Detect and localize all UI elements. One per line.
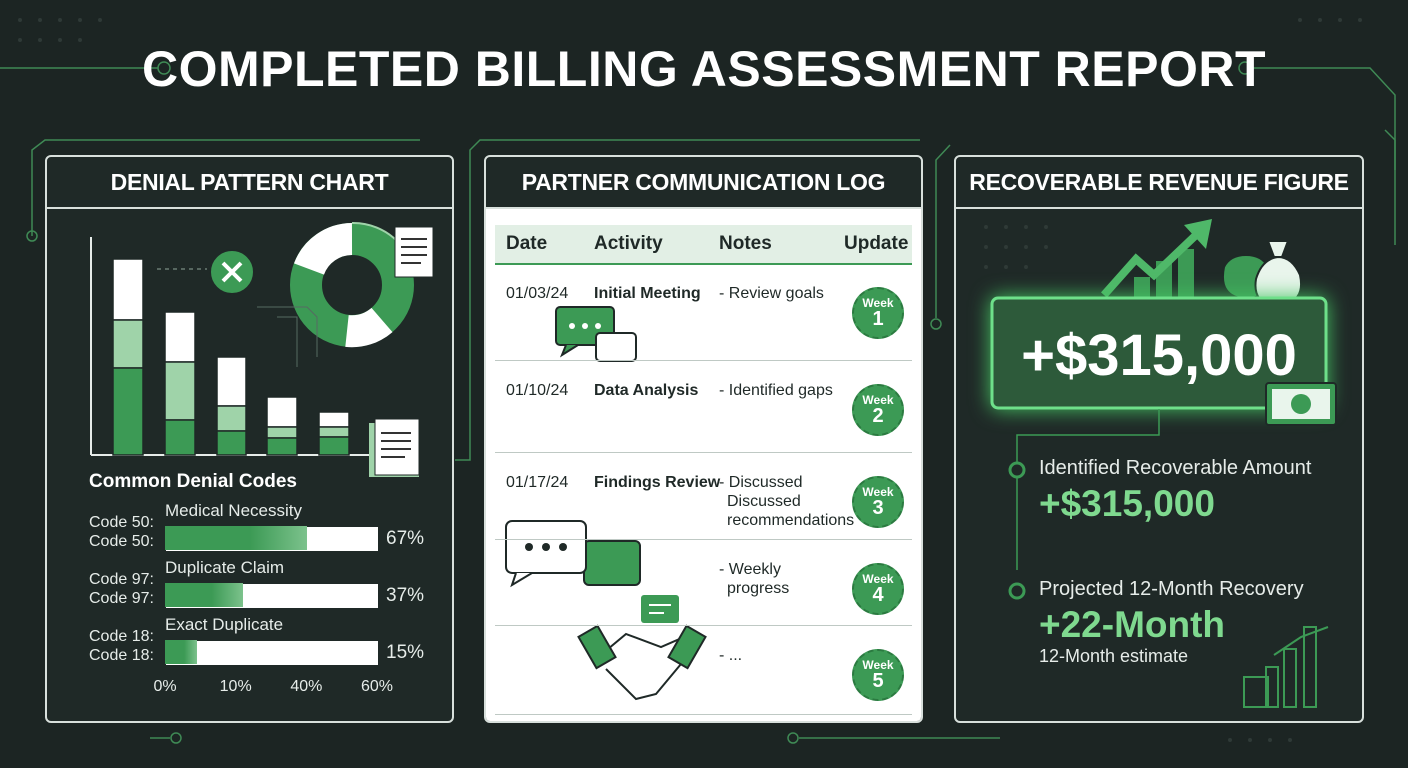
axis-label: 60%: [360, 678, 394, 695]
log-illustrations: [505, 306, 707, 701]
revenue-panel: RECOVERABLE REVENUE FIGURE +$315,000 Ide…: [954, 155, 1364, 723]
badge-label: Week: [862, 658, 894, 672]
row-divider: [495, 625, 912, 626]
bar: [165, 526, 308, 550]
panel-title: DENIAL PATTERN CHART: [47, 157, 452, 209]
badge-label: Week: [862, 393, 894, 407]
revenue-illustrations: [984, 219, 1337, 708]
item-value: +22-Month: [1039, 604, 1226, 645]
week-badge: Week 1: [852, 287, 904, 339]
log-activity: Data Analysis: [594, 382, 699, 399]
panel-title: PARTNER COMMUNICATION LOG: [486, 157, 921, 209]
bar: [165, 583, 244, 607]
denial-code: Code 18:: [89, 628, 154, 645]
bar-track: [165, 640, 379, 666]
column-header: Date: [506, 233, 548, 254]
value-label: 67%: [386, 528, 425, 549]
report-title: COMPLETED BILLING ASSESSMENT REPORT: [141, 41, 1267, 97]
column-header: Update: [844, 233, 909, 254]
log-note: - Discussed: [719, 474, 803, 491]
badge-label: Week: [862, 485, 894, 499]
log-note: - ...: [719, 647, 743, 664]
denial-code: Code 97:: [89, 590, 154, 607]
week-badge: Week 3: [852, 476, 904, 528]
denial-code: Code 50:: [89, 514, 154, 531]
item-note: 12-Month estimate: [1039, 646, 1189, 666]
table-header: [495, 225, 912, 265]
badge-label: Week: [862, 296, 894, 310]
log-activity: Findings Review: [594, 474, 721, 491]
item-label: Projected 12-Month Recovery: [1039, 578, 1304, 600]
week-badge: Week 4: [852, 563, 904, 615]
log-date: 01/17/24: [506, 474, 569, 491]
badge-label: Week: [862, 572, 894, 586]
denial-code: Code 18:: [89, 647, 154, 664]
badge-number: 4: [872, 584, 884, 606]
value-label: 15%: [386, 642, 425, 663]
denial-code: Code 97:: [89, 571, 154, 588]
axis-label: 10%: [219, 678, 252, 695]
row-divider: [495, 539, 912, 540]
badge-number: 1: [872, 308, 884, 330]
denial-label: Exact Duplicate: [165, 615, 284, 634]
log-note: - Review goals: [719, 285, 824, 302]
log-activity: Initial Meeting: [594, 285, 701, 302]
week-badge: Week 5: [852, 649, 904, 701]
row-divider: [495, 452, 912, 453]
badge-number: 5: [872, 670, 884, 692]
log-card: Date Activity Notes Update 01/03/24 Initial M…: [486, 209, 921, 721]
log-note: - Identified gaps: [719, 382, 833, 399]
row-divider: [495, 360, 912, 361]
log-date: 01/03/24: [506, 285, 569, 302]
log-panel: PARTNER COMMUNICATION LOG Date Activity No: [484, 155, 923, 723]
badge-number: 2: [872, 405, 884, 427]
axis-label: 0%: [153, 678, 177, 695]
week-badge: Week 2: [852, 384, 904, 436]
list-title: Common Denial Codes: [89, 471, 297, 492]
log-note: - Weekly: [719, 561, 781, 578]
denial-label: Medical Necessity: [165, 501, 302, 520]
column-header: Activity: [594, 233, 663, 254]
log-note: progress: [727, 580, 790, 597]
column-header: Notes: [719, 233, 772, 254]
denial-illustration: [90, 221, 434, 477]
denial-code: Code 50:: [89, 533, 154, 550]
bar: [165, 640, 197, 664]
denial-panel: DENIAL PATTERN CHART Common Denial Codes: [45, 155, 454, 723]
log-note: Discussed: [727, 493, 801, 510]
log-date: 01/10/24: [506, 382, 569, 399]
badge-number: 3: [872, 497, 884, 519]
row-divider: [495, 714, 912, 715]
headline-value: +$315,000: [1021, 323, 1297, 388]
panel-title: RECOVERABLE REVENUE FIGURE: [956, 157, 1362, 209]
item-value: +$315,000: [1039, 483, 1215, 524]
item-label: Identified Recoverable Amount: [1039, 457, 1312, 479]
value-label: 37%: [386, 585, 425, 606]
denial-label: Duplicate Claim: [165, 558, 285, 577]
log-note: recommendations: [727, 512, 855, 529]
axis-label: 40%: [290, 678, 323, 695]
